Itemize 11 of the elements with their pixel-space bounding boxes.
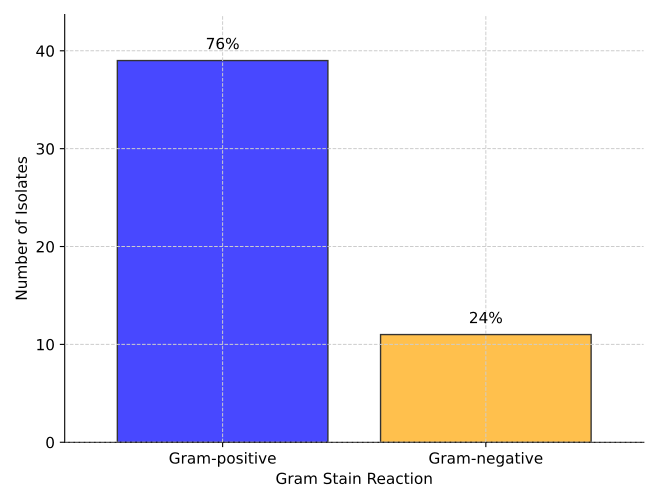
x-tick-label: Gram-negative [429,452,542,467]
y-tick-label: 40 [36,45,54,57]
y-tick-label: 0 [46,436,54,448]
x-tick-label: Gram-positive [170,452,276,467]
y-tick-label: 30 [36,143,54,155]
x-axis-title: Gram Stain Reaction [276,472,432,484]
annotation: 76% [206,38,239,50]
annotation: 24% [470,312,502,324]
y-tick-label: 20 [36,240,54,253]
y-tick-label: 10 [37,338,54,350]
y-axis-title: Number of Isolates [15,156,28,300]
